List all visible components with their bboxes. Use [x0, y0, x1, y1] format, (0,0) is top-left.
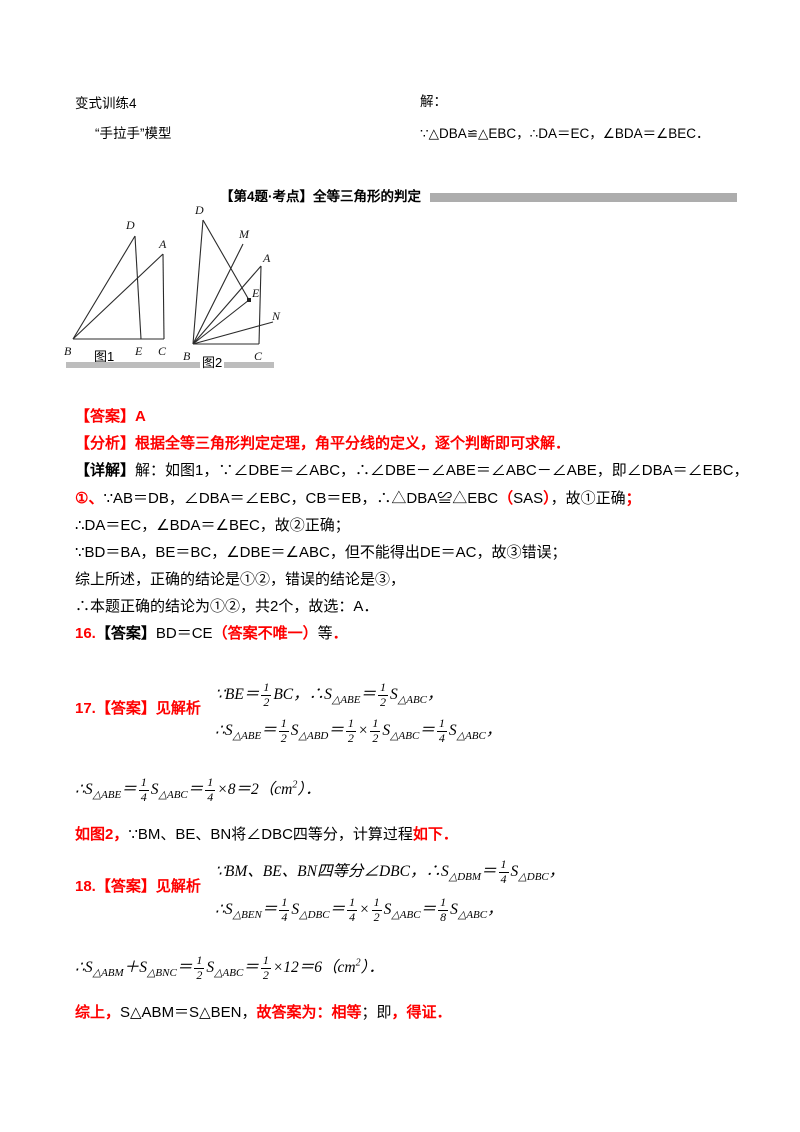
- fig2-segment-DE: [202, 219, 250, 301]
- header-left-1: 变式训练4: [75, 96, 137, 111]
- fig1-label-B: B: [64, 344, 72, 358]
- fig2-label-D: D: [194, 203, 204, 217]
- fig1-segment-BD: [72, 235, 136, 340]
- header-left-2: “手拉手”模型: [95, 126, 172, 141]
- problem18-formula-3: ∴S△ABM＋S△BNC＝ 1 2 S△ABC＝ 1 2 ×12＝6（cm2）．: [75, 953, 384, 982]
- problem18-formula-2: ∴S△BEN＝ 1 4 S△DBC＝ 1 4 × 1 2 S△ABC＝ 1 8 S△ABC，: [215, 895, 503, 924]
- scan-artifact-strip: [430, 193, 737, 202]
- fig2-ray-BA: [192, 265, 262, 345]
- fig2-label-B: B: [183, 349, 191, 363]
- figure-1-caption: 图1: [92, 346, 117, 365]
- problem17-formula-1: ∵BE＝ 1 2 BC，∴S△ABE＝ 1 2 S△ABC，: [215, 680, 443, 709]
- section-title: 【第4题·考点】全等三角形的判定: [220, 189, 422, 204]
- figure-2: D M A E N B C: [177, 202, 281, 372]
- figure-1: D A B E C: [64, 210, 176, 362]
- fig2-side-CA: [258, 265, 262, 345]
- scan-artifact-strip-2: [66, 362, 274, 368]
- figure-2-drawing: D M A E N B C: [183, 203, 281, 363]
- analysis-line: 【分析】根据全等三角形判定定理，角平分线的定义，逐个判断即可求解．: [75, 435, 571, 452]
- option2-line: ∴DA＝EC，∠BDA＝∠BEC，故②正确；: [75, 517, 350, 534]
- figure-1-drawing: D A B E C: [64, 218, 167, 358]
- fig2-ray-BE: [192, 299, 250, 345]
- problem18-label: 18.【答案】见解析: [75, 878, 201, 895]
- problem16-answer-line: 16.【答案】BD＝CE（答案不唯一）等．: [75, 625, 348, 642]
- fig1-label-A: A: [158, 237, 167, 251]
- option1-line: ①、∵AB＝DB，∠DBA＝∠EBC，CB＝EB，∴△DBA≌△EBC（SAS）…: [75, 490, 641, 507]
- header-right-2: ∵△DBA≌△EBC，∴DA＝EC，∠BDA＝∠BEC．: [420, 126, 710, 141]
- fig2-label-A: A: [262, 251, 271, 265]
- detail-line: 【详解】解：如图1，∵∠DBE＝∠ABC，∴∠DBE－∠ABE＝∠ABC－∠AB…: [75, 462, 749, 479]
- fig1-label-C: C: [158, 344, 167, 358]
- conclusion-line: ∴本题正确的结论为①②，共2个，故选：A．: [75, 598, 379, 615]
- fig2-point-E-marker: [247, 298, 251, 302]
- answer-line: 【答案】A: [75, 408, 146, 425]
- fig2-label-M: M: [238, 227, 250, 241]
- fig2-label-N: N: [271, 309, 281, 323]
- fig1-segment-DE: [134, 235, 142, 340]
- problem18-formula-1: ∵BM、BE、BN四等分∠DBC，∴S△DBM＝ 1 4 S△DBC，: [215, 857, 565, 886]
- figure-2-caption: 图2: [200, 352, 225, 371]
- final-conclusion-line: 综上，S△ABM＝S△BEN，故答案为：相等；即，得证．: [75, 1004, 452, 1021]
- fig2-ray-BM: [192, 243, 244, 345]
- problem17-label: 17.【答案】见解析: [75, 700, 201, 717]
- fig1-label-D: D: [125, 218, 135, 232]
- fig1-label-E: E: [134, 344, 143, 358]
- header-right-1: 解：: [420, 94, 447, 109]
- problem17-formula-2: ∴S△ABE＝ 1 2 S△ABD＝ 1 2 × 1 2 S△ABC＝ 1 4 S△ABC，: [215, 716, 502, 745]
- fig1-side-CA: [162, 253, 165, 340]
- summary-line: 综上所述，正确的结论是①②，错误的结论是③，: [75, 571, 406, 588]
- fig2-label-C: C: [254, 349, 263, 363]
- problem17-note-line: 如图2，∵BM、BE、BN将∠DBC四等分，计算过程如下．: [75, 826, 458, 843]
- fig2-label-E: E: [251, 286, 260, 300]
- fig2-ray-BD: [192, 219, 204, 345]
- option3-line: ∵BD＝BA，BE＝BC，∠DBE＝∠ABC，但不能得出DE＝AC，故③错误；: [75, 544, 567, 561]
- problem17-formula-3: ∴S△ABE＝ 1 4 S△ABC＝ 1 4 ×8＝2（cm2）．: [75, 775, 321, 804]
- fig1-side-BA: [72, 253, 164, 340]
- fig2-ray-BN: [192, 321, 274, 345]
